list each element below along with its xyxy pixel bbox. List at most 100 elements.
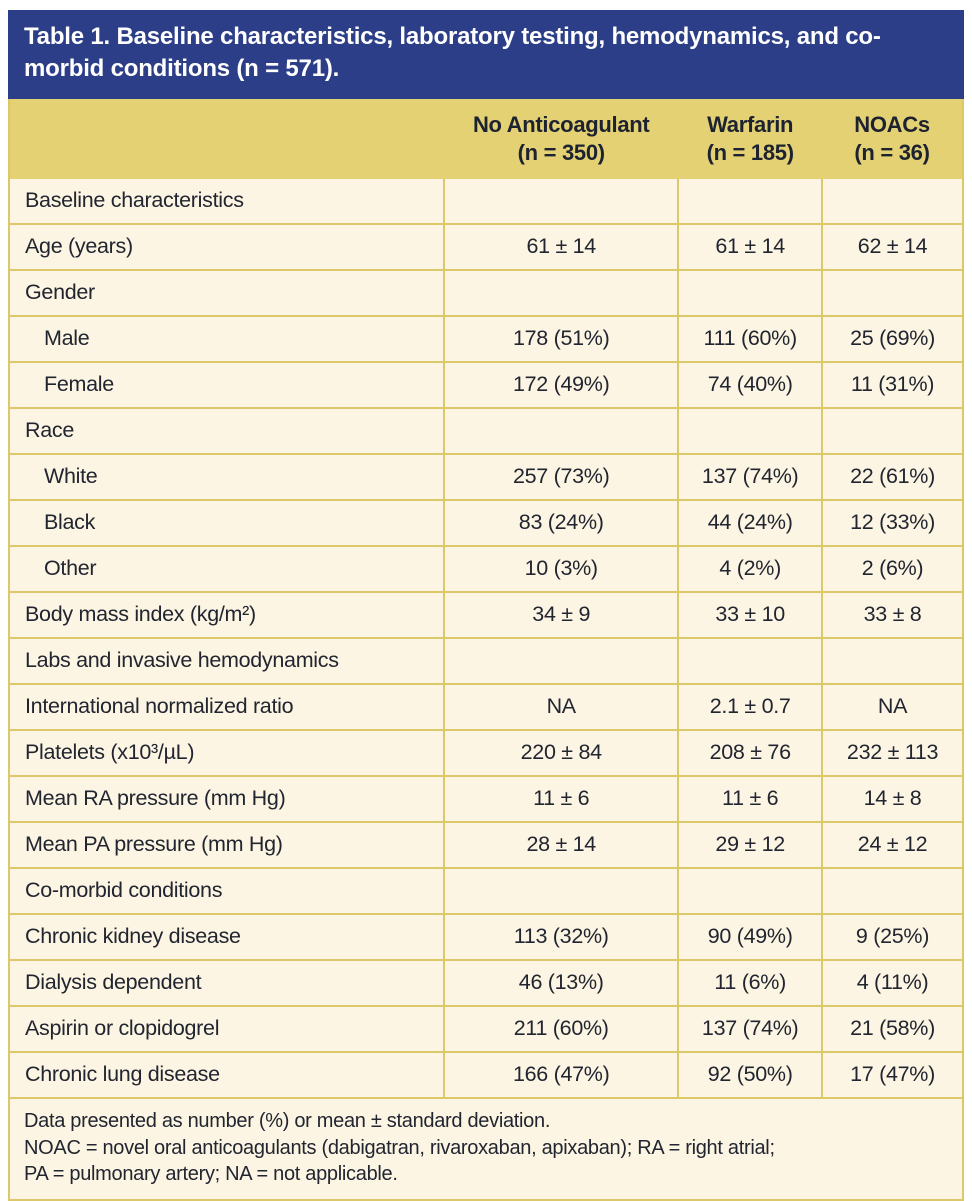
row-label: International normalized ratio — [10, 682, 445, 730]
cell-value — [821, 636, 962, 684]
cell-value: NA — [821, 682, 962, 730]
cell-value: 17 (47%) — [821, 1050, 962, 1098]
table-row: Black 83 (24%) 44 (24%) 12 (33%) — [10, 498, 962, 546]
cell-value: 83 (24%) — [443, 498, 679, 546]
row-label: Mean RA pressure (mm Hg) — [10, 774, 445, 822]
footnote-cell: Data presented as number (%) or mean ± s… — [10, 1096, 962, 1200]
cell-value: NA — [443, 682, 679, 730]
cell-value: 10 (3%) — [443, 544, 679, 592]
footnote-line: NOAC = novel oral anticoagulants (dabiga… — [24, 1136, 775, 1159]
cell-value — [677, 178, 823, 224]
row-label: Female — [10, 360, 445, 408]
cell-value: 211 (60%) — [443, 1004, 679, 1052]
row-label: Mean PA pressure (mm Hg) — [10, 820, 445, 868]
table-title-bar: Table 1. Baseline characteristics, labor… — [8, 10, 964, 99]
column-label: No Anticoagulant — [472, 112, 650, 138]
cell-value: 11 (31%) — [821, 360, 962, 408]
cell-value: 14 ± 8 — [821, 774, 962, 822]
header-col-no-anticoagulant: No Anticoagulant (n = 350) — [444, 98, 679, 179]
cell-value: 137 (74%) — [677, 452, 823, 500]
row-label: Other — [10, 544, 445, 592]
cell-value — [677, 406, 823, 454]
table-row: International normalized ratio NA 2.1 ± 0.… — [10, 682, 962, 730]
cell-value: 44 (24%) — [677, 498, 823, 546]
row-label: Platelets (x10³/µL) — [10, 728, 445, 776]
table-header: No Anticoagulant (n = 350) Warfarin (n =… — [10, 98, 962, 179]
cell-value: 21 (58%) — [821, 1004, 962, 1052]
column-sublabel: (n = 36) — [854, 139, 930, 165]
table-row: Chronic lung disease 166 (47%) 92 (50%) 17 … — [10, 1050, 962, 1098]
cell-value — [443, 178, 679, 224]
cell-value: 2 (6%) — [821, 544, 962, 592]
cell-value — [821, 866, 962, 914]
header-row: No Anticoagulant (n = 350) Warfarin (n =… — [10, 98, 962, 179]
cell-value: 34 ± 9 — [443, 590, 679, 638]
column-sublabel: (n = 350) — [517, 139, 605, 165]
table-row: Male 178 (51%) 111 (60%) 25 (69%) — [10, 314, 962, 362]
section-row: Race — [10, 406, 962, 454]
section-row: Labs and invasive hemodynamics — [10, 636, 962, 684]
table-row: Dialysis dependent 46 (13%) 11 (6%) 4 (11%) — [10, 958, 962, 1006]
table-row: Chronic kidney disease 113 (32%) 90 (49%) 9… — [10, 912, 962, 960]
cell-value: 29 ± 12 — [677, 820, 823, 868]
header-col-noacs: NOACs (n = 36) — [822, 98, 962, 179]
section-row: Baseline characteristics — [10, 178, 962, 224]
cell-value: 61 ± 14 — [677, 222, 823, 270]
cell-value: 4 (2%) — [677, 544, 823, 592]
cell-value — [443, 406, 679, 454]
header-col-warfarin: Warfarin (n = 185) — [678, 98, 823, 179]
cell-value: 22 (61%) — [821, 452, 962, 500]
table-footer: Data presented as number (%) or mean ± s… — [10, 1096, 962, 1200]
cell-value: 11 ± 6 — [677, 774, 823, 822]
table-row: Mean PA pressure (mm Hg) 28 ± 14 29 ± 12 24… — [10, 820, 962, 868]
cell-value: 220 ± 84 — [443, 728, 679, 776]
table-row: Mean RA pressure (mm Hg) 11 ± 6 11 ± 6 14 ±… — [10, 774, 962, 822]
cell-value — [443, 866, 679, 914]
row-label: White — [10, 452, 445, 500]
table-row: Body mass index (kg/m²) 34 ± 9 33 ± 10 33 ±… — [10, 590, 962, 638]
cell-value — [677, 866, 823, 914]
table-row: White 257 (73%) 137 (74%) 22 (61%) — [10, 452, 962, 500]
row-label: Body mass index (kg/m²) — [10, 590, 445, 638]
cell-value: 92 (50%) — [677, 1050, 823, 1098]
row-label: Baseline characteristics — [10, 178, 445, 224]
cell-value: 46 (13%) — [443, 958, 679, 1006]
cell-value: 33 ± 10 — [677, 590, 823, 638]
row-label: Age (years) — [10, 222, 445, 270]
header-corner-cell — [10, 98, 445, 179]
row-label: Chronic lung disease — [10, 1050, 445, 1098]
baseline-characteristics-table: Table 1. Baseline characteristics, labor… — [8, 10, 964, 1201]
cell-value: 208 ± 76 — [677, 728, 823, 776]
section-row: Co-morbid conditions — [10, 866, 962, 914]
cell-value: 11 ± 6 — [443, 774, 679, 822]
cell-value: 232 ± 113 — [821, 728, 962, 776]
cell-value: 74 (40%) — [677, 360, 823, 408]
row-label: Black — [10, 498, 445, 546]
cell-value: 137 (74%) — [677, 1004, 823, 1052]
cell-value: 25 (69%) — [821, 314, 962, 362]
cell-value: 11 (6%) — [677, 958, 823, 1006]
cell-value — [821, 178, 962, 224]
cell-value: 166 (47%) — [443, 1050, 679, 1098]
row-label: Race — [10, 406, 445, 454]
cell-value: 28 ± 14 — [443, 820, 679, 868]
table-body: Baseline characteristics Age (years) 61 ± … — [10, 178, 962, 1098]
row-label: Chronic kidney disease — [10, 912, 445, 960]
footnote-line: Data presented as number (%) or mean ± s… — [24, 1109, 551, 1132]
cell-value: 4 (11%) — [821, 958, 962, 1006]
row-label: Male — [10, 314, 445, 362]
table-row: Female 172 (49%) 74 (40%) 11 (31%) — [10, 360, 962, 408]
cell-value — [677, 268, 823, 316]
row-label: Labs and invasive hemodynamics — [10, 636, 445, 684]
cell-value — [821, 268, 962, 316]
table-row: Age (years) 61 ± 14 61 ± 14 62 ± 14 — [10, 222, 962, 270]
footnote-line: PA = pulmonary artery; NA = not applicab… — [24, 1163, 398, 1186]
table-row: Aspirin or clopidogrel 211 (60%) 137 (74%)… — [10, 1004, 962, 1052]
table-grid: No Anticoagulant (n = 350) Warfarin (n =… — [8, 98, 964, 1201]
cell-value: 172 (49%) — [443, 360, 679, 408]
cell-value: 178 (51%) — [443, 314, 679, 362]
row-label: Aspirin or clopidogrel — [10, 1004, 445, 1052]
table-row: Platelets (x10³/µL) 220 ± 84 208 ± 76 232 ±… — [10, 728, 962, 776]
column-label: Warfarin — [707, 112, 794, 138]
cell-value: 90 (49%) — [677, 912, 823, 960]
